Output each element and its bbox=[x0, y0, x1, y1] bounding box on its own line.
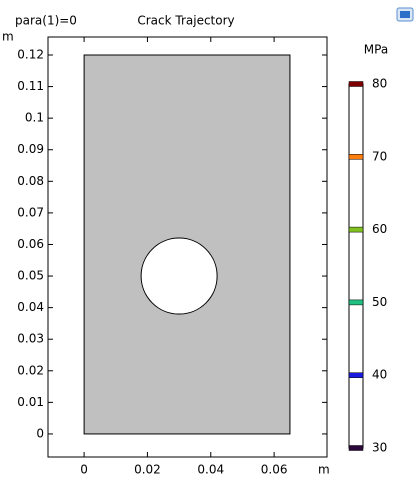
y-tick-label: 0.11 bbox=[17, 79, 44, 93]
colorbar-tick-label: 50 bbox=[372, 295, 387, 309]
colorbar-tick-label: 30 bbox=[372, 441, 387, 455]
colorbar-band bbox=[348, 226, 364, 233]
icon-screen[interactable] bbox=[400, 11, 410, 18]
x-tick-label: 0 bbox=[80, 463, 88, 477]
colorbar-tick-label: 60 bbox=[372, 222, 387, 236]
colorbar-band bbox=[348, 81, 364, 87]
colorbar-label: MPa bbox=[364, 43, 388, 57]
y-tick-label: 0.01 bbox=[17, 395, 44, 409]
colorbar-tick-label: 80 bbox=[372, 77, 387, 91]
hole bbox=[140, 237, 218, 315]
x-axis-label: m bbox=[318, 463, 330, 477]
plot-frame bbox=[47, 36, 328, 458]
y-tick-label: 0.1 bbox=[25, 111, 44, 125]
colorbar-band bbox=[348, 154, 364, 160]
x-tick-label: 0.06 bbox=[261, 463, 288, 477]
y-tick-label: 0.09 bbox=[17, 142, 44, 156]
subtitle: para(1)=0 bbox=[15, 14, 77, 28]
y-tick-label: 0.04 bbox=[17, 300, 44, 314]
x-tick-label: 0.04 bbox=[197, 463, 224, 477]
colorbar bbox=[348, 83, 364, 449]
y-tick-label: 0.02 bbox=[17, 363, 44, 377]
y-tick-label: 0.12 bbox=[17, 48, 44, 62]
y-tick-label: 0.07 bbox=[17, 205, 44, 219]
y-tick-label: 0.05 bbox=[17, 269, 44, 283]
x-tick-label: 0.02 bbox=[134, 463, 161, 477]
toolbar-icon[interactable] bbox=[396, 7, 414, 22]
colorbar-band bbox=[348, 299, 364, 306]
y-axis-label: m bbox=[2, 30, 14, 44]
chart-title: Crack Trajectory bbox=[137, 14, 234, 28]
colorbar-band bbox=[348, 372, 364, 378]
y-tick-label: 0.06 bbox=[17, 237, 44, 251]
y-tick-label: 0 bbox=[36, 426, 44, 440]
y-tick-label: 0.08 bbox=[17, 174, 44, 188]
colorbar-tick-label: 70 bbox=[372, 149, 387, 163]
y-tick-label: 0.03 bbox=[17, 332, 44, 346]
colorbar-band bbox=[348, 445, 364, 451]
colorbar-tick-label: 40 bbox=[372, 368, 387, 382]
